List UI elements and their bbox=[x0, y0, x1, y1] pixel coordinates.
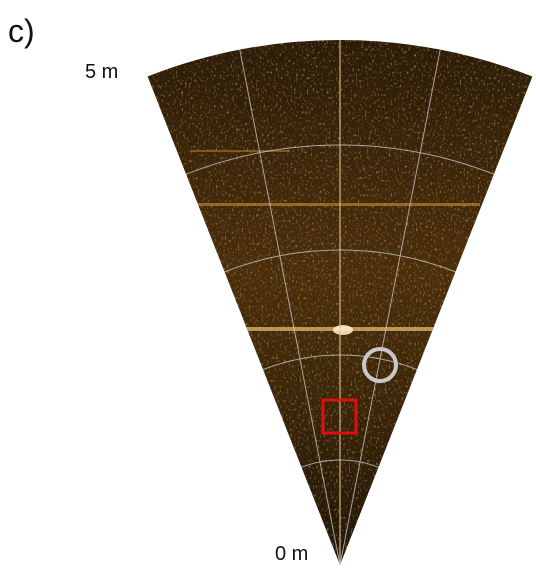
page: {"panel_label": "c)", "range_labels": {"… bbox=[0, 0, 536, 568]
range-label-max: 5 m bbox=[85, 61, 118, 83]
echo-target bbox=[333, 325, 353, 335]
sonar-speckle bbox=[140, 30, 536, 568]
sonar-figure: c) 5 m 0 m bbox=[0, 0, 536, 568]
echo-streak bbox=[180, 203, 480, 206]
panel-label: c) bbox=[8, 13, 35, 49]
range-label-min: 0 m bbox=[275, 543, 308, 565]
sonar-fan bbox=[140, 30, 536, 568]
